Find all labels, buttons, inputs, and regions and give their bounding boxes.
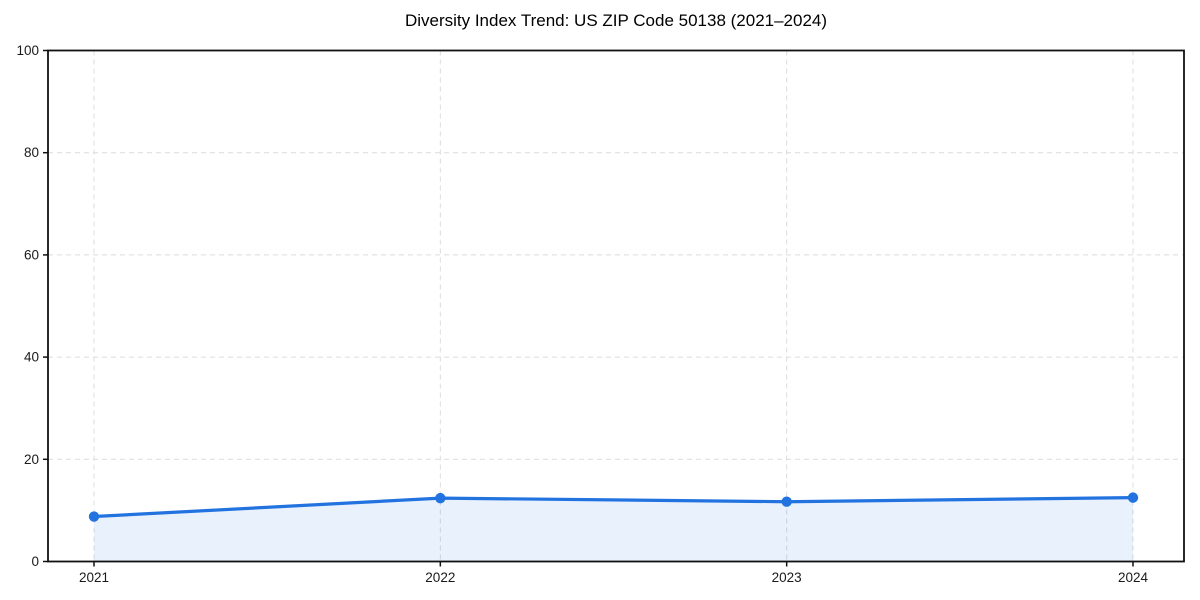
x-tick-label: 2021 bbox=[79, 570, 109, 585]
y-tick-label: 40 bbox=[24, 350, 39, 365]
plot-border bbox=[47, 49, 1185, 563]
y-tick-label: 80 bbox=[24, 145, 39, 160]
data-point-2023 bbox=[781, 496, 792, 507]
trend-line bbox=[92, 496, 1135, 519]
y-tick-label: 100 bbox=[16, 43, 39, 58]
x-tick-label: 2024 bbox=[1118, 570, 1149, 585]
y-tick-label: 60 bbox=[24, 247, 39, 262]
x-tick-label: 2023 bbox=[772, 570, 802, 585]
data-point-2024 bbox=[1127, 492, 1139, 503]
data-point-2021 bbox=[88, 511, 100, 522]
chart-title: Diversity Index Trend: US ZIP Code 50138… bbox=[404, 11, 828, 30]
x-tick-label: 2022 bbox=[425, 570, 455, 585]
y-tick-label: 0 bbox=[31, 554, 39, 569]
y-tick-label: 20 bbox=[24, 452, 39, 467]
data-point-2022 bbox=[435, 492, 446, 504]
area-fill bbox=[94, 497, 1133, 562]
